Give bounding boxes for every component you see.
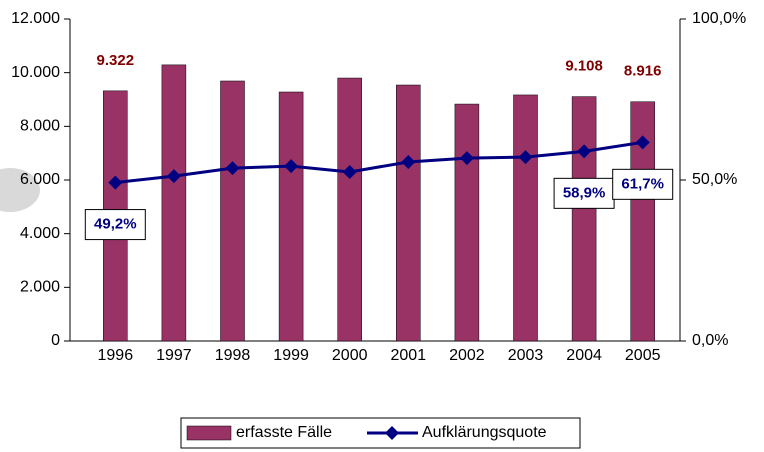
bar (278, 91, 304, 342)
line-marker (577, 144, 592, 159)
bar (513, 94, 538, 342)
line-value-label: 49,2% (94, 216, 137, 233)
line-marker (401, 154, 416, 169)
bar (571, 96, 597, 342)
y-tick-label: 6.000 (20, 171, 60, 188)
line-marker (166, 169, 181, 184)
decoration (0, 168, 40, 212)
y-tick-label: 10.000 (11, 64, 60, 81)
y2-tick-label: 0,0% (692, 332, 728, 349)
bar-value-label: 9.322 (97, 52, 135, 69)
line-marker (342, 164, 357, 179)
line-marker (225, 161, 240, 176)
x-tick-label: 1999 (273, 347, 309, 364)
y2-tick-label: 100,0% (692, 10, 746, 27)
bar (337, 77, 362, 342)
y-tick-label: 2.000 (20, 279, 60, 296)
bar (161, 64, 187, 342)
line-marker (284, 159, 299, 174)
line-value-label: 61,7% (621, 175, 664, 192)
x-tick-label: 2002 (449, 347, 485, 364)
bar (396, 84, 421, 342)
y-tick-label: 8.000 (20, 118, 60, 135)
legend-marker (385, 426, 399, 440)
legend-swatch (186, 425, 232, 441)
value-label-box (84, 209, 146, 241)
y-tick-label: 4.000 (20, 225, 60, 242)
bar (454, 103, 480, 342)
x-tick-label: 2003 (508, 347, 544, 364)
y-tick-label: 0 (51, 332, 60, 349)
y-tick-label: 12.000 (11, 10, 60, 27)
x-tick-label: 1996 (98, 347, 134, 364)
x-tick-label: 2005 (625, 347, 661, 364)
x-tick-label: 1997 (156, 347, 192, 364)
legend-label: erfasste Fälle (236, 424, 332, 441)
value-label-box (612, 168, 674, 200)
line-marker (459, 151, 474, 166)
x-tick-label: 2001 (391, 347, 427, 364)
line-marker (518, 150, 533, 165)
line (115, 140, 643, 185)
y2-tick-label: 50,0% (692, 171, 737, 188)
legend-label: Aufklärungsquote (422, 424, 547, 441)
bar-value-label: 9.108 (565, 58, 603, 75)
bar (220, 80, 245, 342)
x-tick-label: 2000 (332, 347, 368, 364)
bar-value-label: 8.916 (624, 63, 662, 80)
line-marker (635, 135, 650, 150)
x-tick-label: 2004 (566, 347, 602, 364)
line-value-label: 58,9% (563, 184, 606, 201)
x-tick-label: 1998 (215, 347, 251, 364)
line-marker (108, 175, 123, 190)
